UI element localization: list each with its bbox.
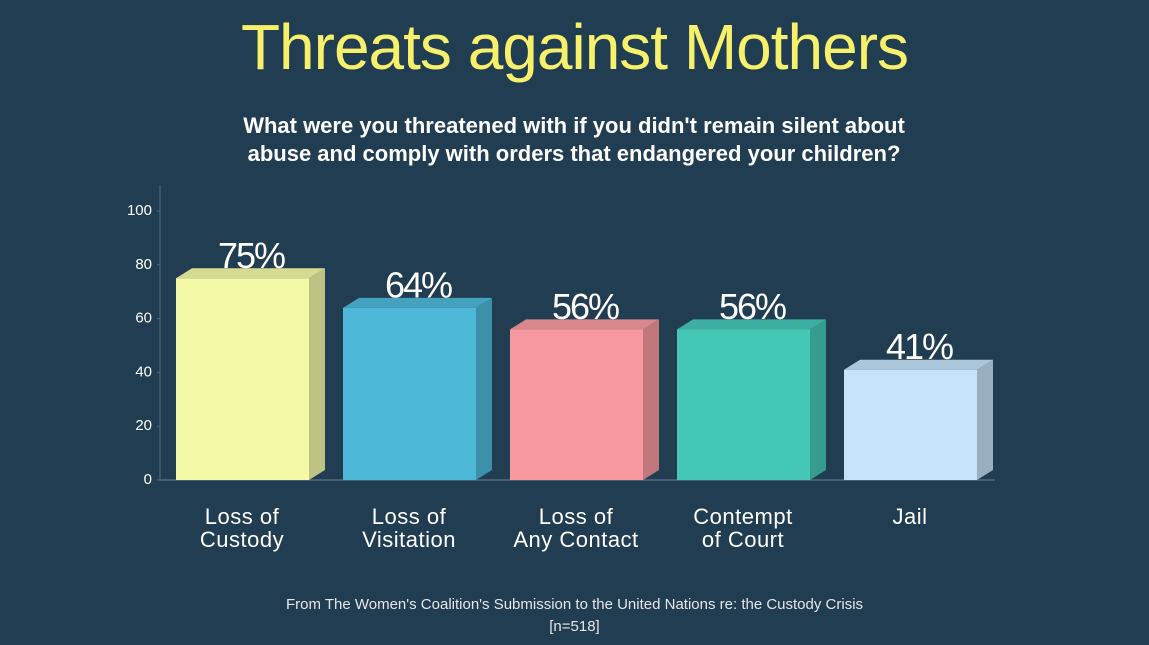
y-tick-label: 40 [135,363,152,380]
bar [510,329,643,480]
source: From The Women's Coalition's Submission … [285,596,864,613]
x-tick-label: Jail [892,504,928,529]
bar-side [643,319,659,480]
x-tick-label: Contempt of Court [693,504,793,552]
chart-title: Threats against Mothers [240,11,909,83]
x-tick-label: Loss of Any Contact [513,504,639,552]
bar [677,329,810,480]
bar-side [309,268,325,480]
y-tick-label: 100 [127,202,152,219]
bar-side [977,359,993,480]
x-tick-label: Loss of Visitation [362,504,456,552]
value-label: 56% [719,286,786,327]
bar-top [176,268,325,279]
bar-top [677,319,826,330]
bar [844,369,977,480]
value-label: 75% [218,235,285,276]
y-tick-label: 60 [135,310,152,327]
bar [176,278,309,480]
bar-side [810,319,826,480]
value-label: 64% [385,264,452,305]
y-tick-label: 0 [144,471,152,488]
value-label: 56% [552,286,619,327]
x-tick-label: Loss of Custody [199,504,285,552]
note: [n=518] [549,618,600,635]
y-tick-label: 80 [135,256,152,273]
bar-top [343,297,492,308]
chart-subtitle: What were you threatened with if you did… [243,113,905,166]
value-label: 41% [886,326,953,367]
bar [343,307,476,480]
bar-top [510,319,659,330]
bar-top [844,359,993,370]
bar-side [476,297,492,480]
y-tick-label: 20 [135,417,152,434]
